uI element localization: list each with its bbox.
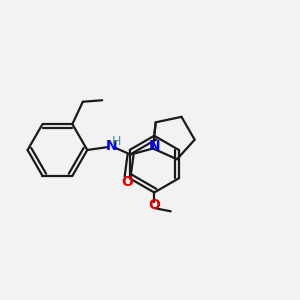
- Text: N: N: [148, 139, 160, 152]
- Text: O: O: [148, 198, 160, 212]
- Text: H: H: [112, 134, 121, 148]
- Text: O: O: [122, 175, 134, 189]
- Text: N: N: [105, 139, 117, 152]
